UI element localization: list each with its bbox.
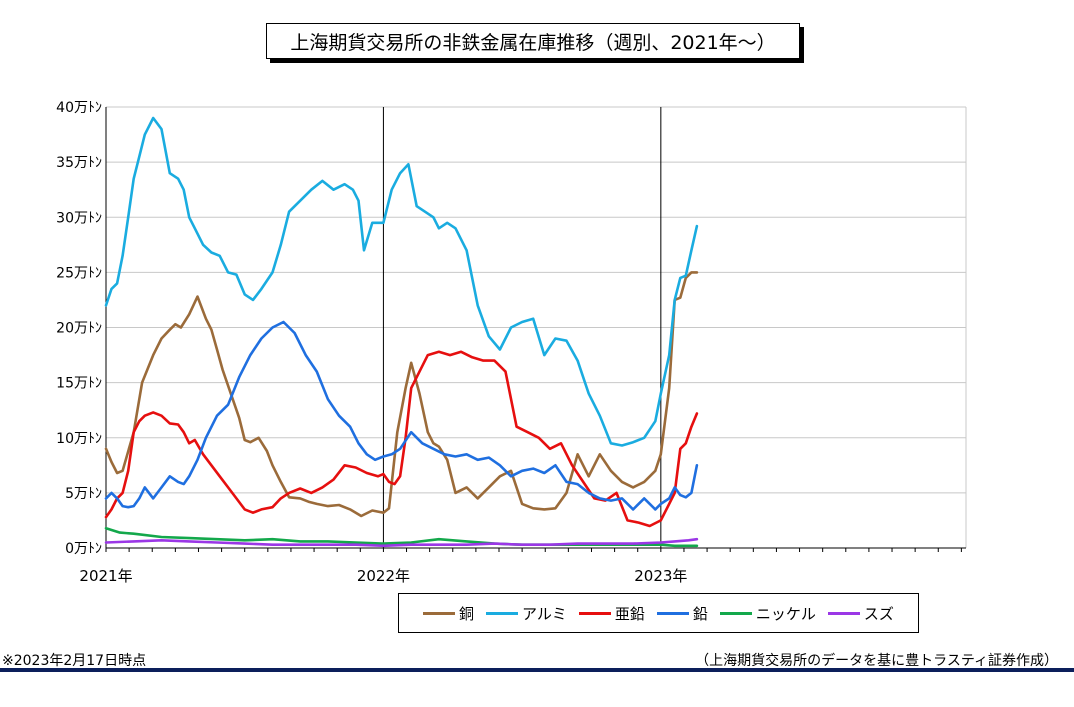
legend-swatch [578, 611, 611, 615]
footnote-source: （上海期貨交易所のデータを基に豊トラスティ証券作成） [695, 653, 1058, 669]
y-tick-label: 25万ﾄﾝ [56, 265, 102, 281]
legend-label: アルミ [522, 604, 567, 623]
chart-legend: 銅 アルミ 亜鉛 鉛 ニッケル スズ [398, 593, 919, 633]
chart-title-box: 上海期貨交易所の非鉄金属在庫推移（週別、2021年～） [266, 23, 800, 59]
chart-area: 0万ﾄﾝ 5万ﾄﾝ 10万ﾄﾝ 15万ﾄﾝ 20万ﾄﾝ 25万ﾄﾝ 30万ﾄﾝ 35万ﾄﾝ 40… [56, 100, 967, 585]
y-tick-label: 0万ﾄﾝ [65, 541, 102, 557]
legend-swatch [656, 611, 689, 615]
series-line-1 [104, 116, 699, 447]
y-tick-label: 35万ﾄﾝ [56, 155, 102, 171]
legend-item: 銅 [423, 603, 474, 624]
legend-item: スズ [827, 603, 894, 624]
y-tick-label: 5万ﾄﾝ [65, 486, 102, 502]
legend-label: 鉛 [692, 604, 708, 623]
series-line-3 [104, 320, 699, 511]
x-tick-label: 2021年 [79, 567, 132, 585]
chart-title: 上海期貨交易所の非鉄金属在庫推移（週別、2021年～） [290, 31, 776, 54]
series-line-5 [104, 537, 699, 548]
legend-swatch [423, 611, 455, 615]
y-tick-label: 20万ﾄﾝ [56, 321, 102, 337]
y-tick-label: 40万ﾄﾝ [56, 100, 102, 116]
legend-label: ニッケル [755, 604, 816, 623]
legend-label: スズ [863, 604, 894, 623]
legend-swatch [827, 611, 860, 615]
legend-item: 鉛 [656, 603, 708, 624]
y-tick-label: 10万ﾄﾝ [56, 431, 102, 447]
x-tick-label: 2023年 [634, 567, 687, 585]
y-tick-label: 15万ﾄﾝ [56, 376, 102, 392]
footnote-date: ※2023年2月17日時点 [2, 653, 147, 669]
legend-item: アルミ [486, 603, 567, 624]
legend-swatch [719, 611, 752, 615]
legend-label: 亜鉛 [614, 604, 645, 623]
x-tick-label: 2022年 [357, 567, 410, 585]
series-line-0 [104, 271, 699, 518]
legend-item: ニッケル [719, 603, 816, 624]
legend-swatch [486, 611, 519, 615]
legend-label: 銅 [459, 604, 475, 623]
y-tick-label: 30万ﾄﾝ [56, 210, 102, 226]
bottom-divider [0, 668, 1074, 672]
legend-item: 亜鉛 [578, 603, 645, 624]
